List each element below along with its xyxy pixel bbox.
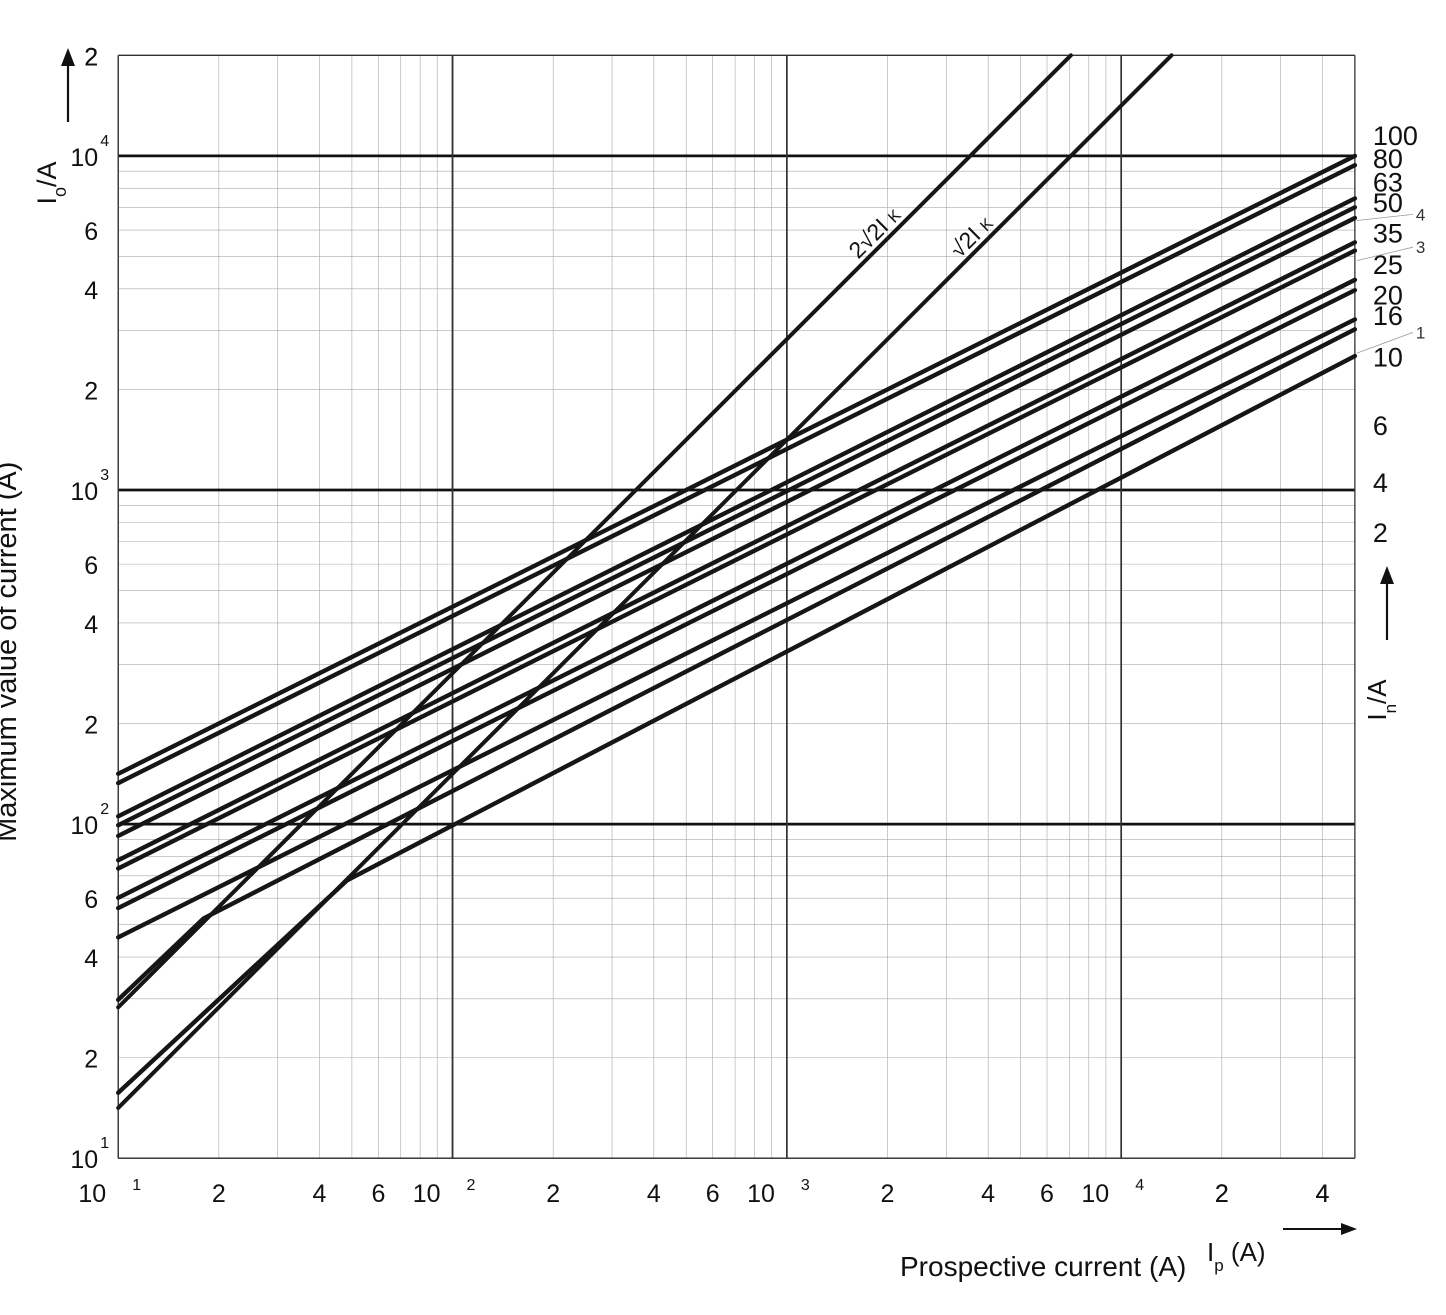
- svg-text:4: 4: [84, 611, 98, 639]
- svg-text:2: 2: [84, 377, 98, 405]
- svg-text:10: 10: [1081, 1180, 1109, 1208]
- svg-text:2: 2: [212, 1180, 226, 1208]
- svg-text:1: 1: [132, 1177, 141, 1194]
- svg-text:2: 2: [467, 1177, 476, 1194]
- svg-text:1: 1: [1416, 323, 1425, 342]
- svg-text:4: 4: [84, 277, 98, 305]
- svg-text:3: 3: [801, 1177, 810, 1194]
- svg-text:16: 16: [1373, 301, 1403, 331]
- svg-text:Maximum value of current (A): Maximum value of current (A): [0, 462, 23, 842]
- svg-text:2: 2: [100, 801, 109, 818]
- svg-text:4: 4: [84, 945, 98, 973]
- svg-text:50: 50: [1373, 188, 1403, 218]
- svg-text:10: 10: [1373, 343, 1403, 373]
- svg-text:6: 6: [371, 1180, 385, 1208]
- svg-text:10: 10: [70, 144, 98, 172]
- svg-text:2: 2: [1373, 518, 1388, 548]
- svg-text:6: 6: [1040, 1180, 1054, 1208]
- svg-text:10: 10: [70, 478, 98, 506]
- svg-text:4: 4: [100, 133, 109, 150]
- svg-text:4: 4: [1416, 205, 1425, 224]
- svg-text:3: 3: [1416, 238, 1425, 257]
- svg-text:4: 4: [1373, 468, 1388, 498]
- svg-text:10: 10: [413, 1180, 441, 1208]
- svg-text:25: 25: [1373, 250, 1403, 280]
- svg-text:4: 4: [1316, 1180, 1330, 1208]
- svg-text:4: 4: [1135, 1177, 1144, 1194]
- svg-text:4: 4: [981, 1180, 995, 1208]
- svg-text:3: 3: [100, 467, 109, 484]
- svg-text:6: 6: [84, 552, 98, 580]
- svg-text:2: 2: [84, 1046, 98, 1074]
- svg-text:6: 6: [1373, 411, 1388, 441]
- svg-text:Prospective current (A): Prospective current (A): [900, 1251, 1186, 1282]
- svg-text:10: 10: [747, 1180, 775, 1208]
- svg-text:10: 10: [78, 1180, 106, 1208]
- svg-text:2: 2: [546, 1180, 560, 1208]
- svg-text:6: 6: [84, 886, 98, 914]
- svg-text:4: 4: [647, 1180, 661, 1208]
- svg-text:35: 35: [1373, 218, 1403, 248]
- svg-text:1: 1: [100, 1135, 109, 1152]
- svg-text:10: 10: [70, 1146, 98, 1174]
- svg-text:6: 6: [84, 218, 98, 246]
- svg-text:6: 6: [706, 1180, 720, 1208]
- svg-text:2: 2: [1215, 1180, 1229, 1208]
- svg-text:10: 10: [70, 812, 98, 840]
- svg-text:2: 2: [84, 712, 98, 740]
- svg-text:2: 2: [84, 43, 98, 71]
- svg-text:4: 4: [313, 1180, 327, 1208]
- svg-text:2: 2: [881, 1180, 895, 1208]
